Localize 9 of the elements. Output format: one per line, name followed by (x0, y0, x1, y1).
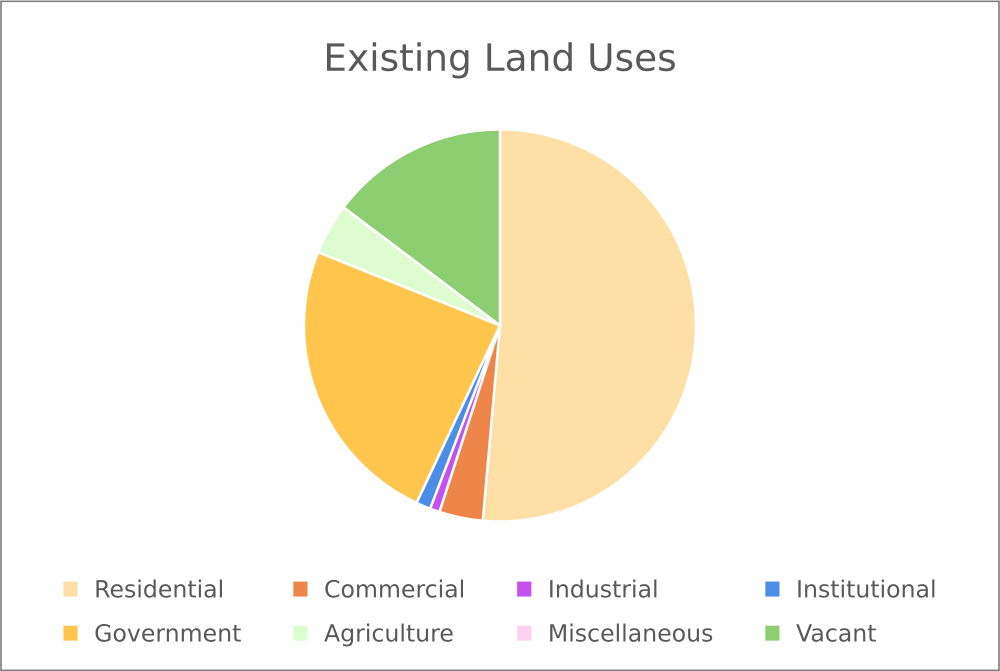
legend-label: Commercial (325, 579, 464, 598)
legend-label: Institutional (798, 579, 934, 598)
legend-label: Industrial (550, 579, 656, 598)
legend-label: Agriculture (324, 624, 453, 646)
legend-label: Vacant (796, 624, 876, 642)
legend-label: Miscellaneous (550, 624, 712, 642)
legend-label: Residential (96, 579, 222, 598)
chart-title: Existing Land Uses (326, 42, 675, 79)
legend-label: Government (95, 624, 241, 642)
